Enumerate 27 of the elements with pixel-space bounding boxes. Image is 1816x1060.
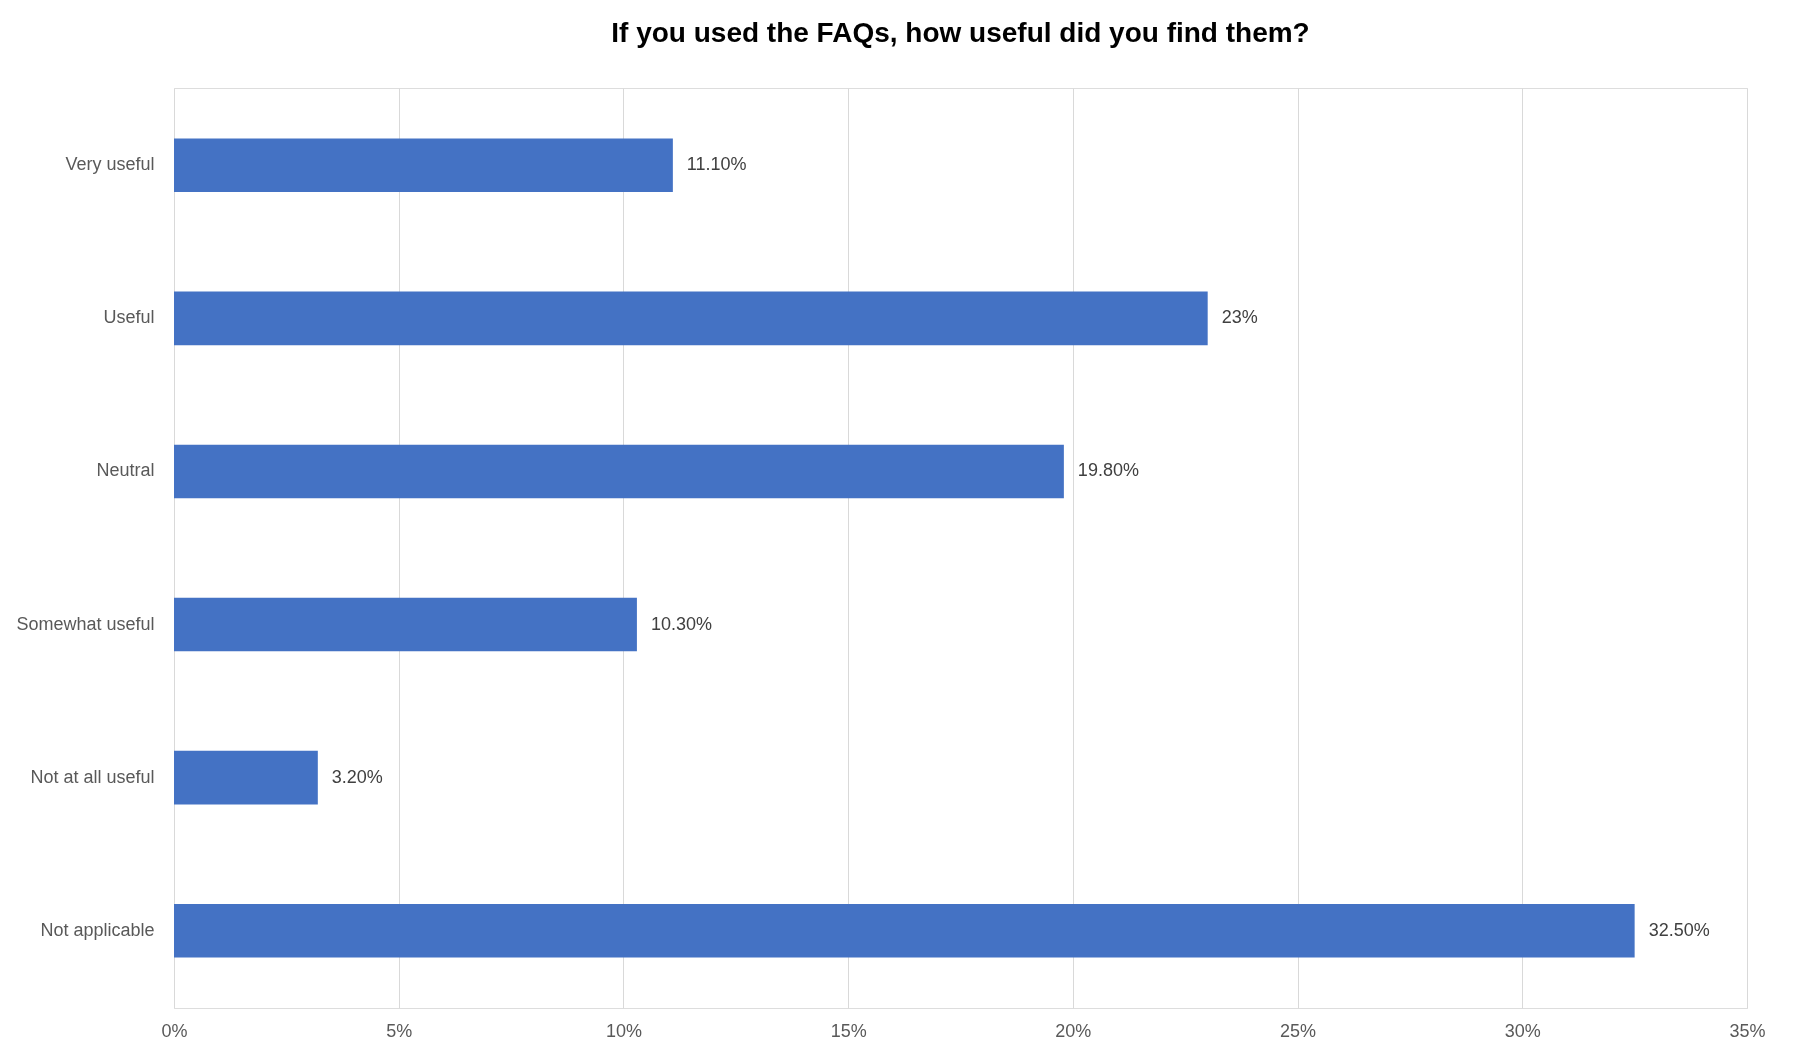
x-tick-label: 20%: [1055, 1020, 1092, 1041]
bar: [174, 597, 637, 652]
x-tick-label: 15%: [830, 1020, 867, 1041]
y-tick-label: Not applicable: [40, 919, 155, 940]
y-tick-label: Somewhat useful: [16, 613, 155, 634]
x-tick-label: 35%: [1729, 1020, 1766, 1041]
data-label: 10.30%: [650, 613, 712, 634]
data-label: 23%: [1221, 307, 1258, 328]
chart-title: If you used the FAQs, how useful did you find them?: [611, 17, 1310, 48]
bar: [174, 903, 1635, 958]
x-tick-label: 10%: [605, 1020, 642, 1041]
x-tick-label: 5%: [386, 1020, 413, 1041]
y-tick-label: Useful: [103, 307, 155, 328]
x-tick-label: 25%: [1280, 1020, 1317, 1041]
bar: [174, 291, 1208, 346]
bar: [174, 750, 318, 805]
data-label: 32.50%: [1648, 919, 1710, 940]
y-tick-label: Neutral: [96, 460, 155, 481]
data-label: 3.20%: [331, 766, 383, 787]
data-label: 11.10%: [686, 154, 747, 175]
y-tick-label: Not at all useful: [30, 766, 155, 787]
y-tick-label: Very useful: [65, 154, 155, 175]
x-tick-label: 0%: [161, 1020, 188, 1041]
bar: [174, 444, 1064, 499]
data-label: 19.80%: [1077, 460, 1139, 481]
bar: [174, 138, 673, 193]
x-tick-label: 30%: [1504, 1020, 1541, 1041]
